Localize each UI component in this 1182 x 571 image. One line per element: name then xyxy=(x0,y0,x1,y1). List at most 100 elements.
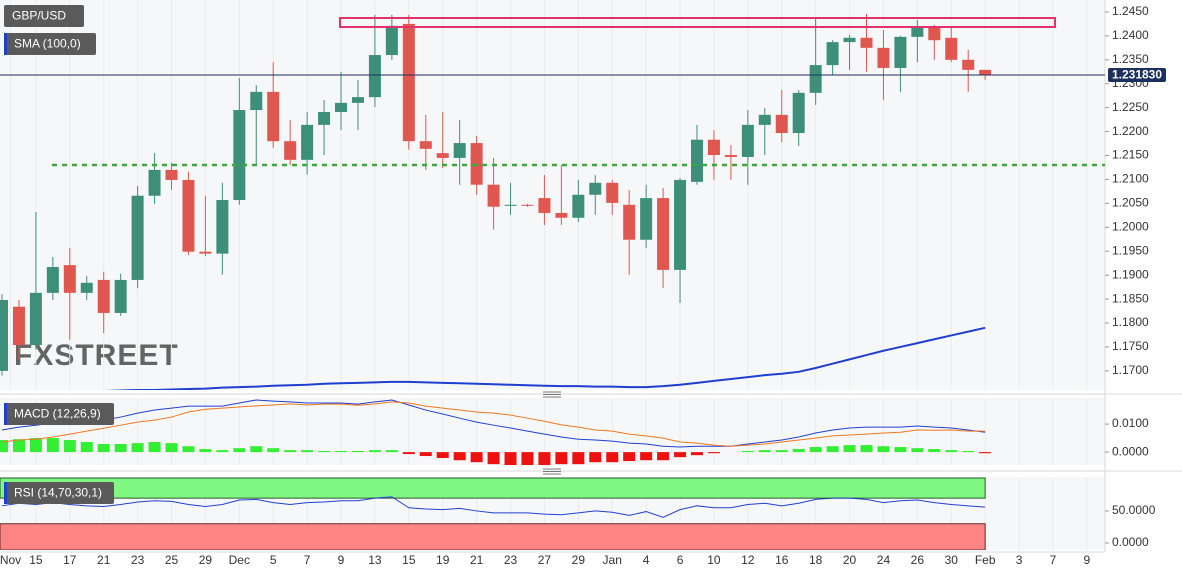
x-tick-label: 21 xyxy=(470,553,484,567)
histogram-bar xyxy=(216,450,229,453)
candle-body xyxy=(843,37,856,43)
line xyxy=(1,496,986,518)
x-tick-label: Nov xyxy=(0,553,21,567)
candle-body xyxy=(453,143,466,158)
candle-body xyxy=(775,114,788,134)
separator-grip[interactable] xyxy=(543,391,561,475)
candle-body xyxy=(606,182,619,203)
histogram-bar xyxy=(758,450,771,453)
x-tick-label: Dec xyxy=(229,553,250,567)
y-tick-label: 1.2450 xyxy=(1112,4,1149,18)
candle-body xyxy=(928,27,941,41)
candle-body xyxy=(538,198,551,213)
x-tick-label: 24 xyxy=(877,553,891,567)
current-price-tag xyxy=(1108,67,1166,82)
legend-box[interactable] xyxy=(4,403,114,425)
candle-body xyxy=(504,204,517,206)
x-tick-label: 9 xyxy=(338,553,345,567)
candle-body xyxy=(826,42,839,66)
candle-body xyxy=(216,200,229,254)
price-layer xyxy=(0,0,1088,390)
candle-body xyxy=(690,139,703,182)
legend-title[interactable]: GBP/USD xyxy=(12,9,66,23)
histogram-bar xyxy=(623,452,636,462)
histogram-bar xyxy=(572,452,585,465)
y-tick-label: 0.0000 xyxy=(1112,444,1149,458)
candle-body xyxy=(419,141,432,149)
histogram-bar xyxy=(470,452,483,463)
candle-body xyxy=(572,194,585,218)
histogram-bar xyxy=(775,450,788,453)
x-tick-label: 23 xyxy=(131,553,145,567)
x-tick-label: 27 xyxy=(538,553,552,567)
x-tick-label: 5 xyxy=(270,553,277,567)
legend-swatch xyxy=(4,482,7,504)
x-tick-label: 15 xyxy=(29,553,43,567)
candle-body xyxy=(724,155,737,157)
candle-body xyxy=(962,59,975,70)
candle-body xyxy=(741,124,754,157)
histogram-bar xyxy=(555,452,568,465)
candle-body xyxy=(351,97,364,103)
histogram-bar xyxy=(402,452,415,455)
legend-title[interactable]: MACD (12,26,9) xyxy=(14,407,101,421)
histogram-bar xyxy=(284,450,297,453)
histogram-bar xyxy=(911,448,924,453)
histogram-bar xyxy=(521,452,534,465)
candle-body xyxy=(233,110,246,201)
candle-body xyxy=(555,212,568,218)
histogram-bar xyxy=(131,443,144,453)
candle-body xyxy=(0,300,9,371)
histogram-bar xyxy=(674,452,687,458)
histogram-bar xyxy=(335,450,348,453)
macd-layer xyxy=(0,398,1088,465)
legend-box[interactable] xyxy=(4,33,96,55)
histogram-bar xyxy=(267,448,280,453)
candle-body xyxy=(29,292,42,346)
histogram-bar xyxy=(487,452,500,465)
candle-body xyxy=(335,102,348,112)
y-tick-label: 0.0000 xyxy=(1112,535,1149,549)
candle-body xyxy=(114,279,127,313)
histogram-bar xyxy=(114,443,127,453)
y-tick-label: 0.0100 xyxy=(1112,416,1149,430)
line xyxy=(1,401,986,447)
histogram-bar xyxy=(589,452,602,463)
candle-body xyxy=(809,65,822,93)
legend-box[interactable] xyxy=(4,5,84,27)
histogram-bar xyxy=(12,439,25,453)
histogram-bar xyxy=(97,443,110,453)
y-tick-label: 50.0000 xyxy=(1112,503,1156,517)
histogram-bar xyxy=(29,438,42,453)
y-tick-label: 1.1750 xyxy=(1112,339,1149,353)
histogram-bar xyxy=(199,449,212,453)
histogram-bar xyxy=(419,452,432,457)
legend-title[interactable]: RSI (14,70,30,1) xyxy=(14,486,102,500)
x-tick-label: 17 xyxy=(63,553,77,567)
candle-body xyxy=(385,25,398,56)
legend-box[interactable] xyxy=(4,482,114,504)
candle-body xyxy=(250,91,263,111)
histogram-bar xyxy=(0,440,9,453)
histogram-bar xyxy=(843,445,856,453)
x-tick-label: 9 xyxy=(1084,553,1091,567)
y-tick-label: 1.2200 xyxy=(1112,124,1149,138)
histogram-bar xyxy=(250,446,263,453)
histogram-bar xyxy=(741,450,754,453)
legend-entry[interactable]: SMA (100,0) xyxy=(14,37,81,51)
candle-body xyxy=(707,139,720,156)
candle-body xyxy=(80,282,93,293)
histogram-bar xyxy=(640,452,653,461)
histogram-bar xyxy=(182,446,195,453)
candle-body xyxy=(368,55,381,98)
histogram-bar xyxy=(165,443,178,453)
x-tick-label: 12 xyxy=(741,553,755,567)
x-tick-label: 18 xyxy=(809,553,823,567)
candle-body xyxy=(657,198,670,270)
histogram-bar xyxy=(453,452,466,461)
candle-body xyxy=(402,23,415,142)
candle-body xyxy=(199,251,212,254)
candle-body xyxy=(165,169,178,180)
x-tick-label: 21 xyxy=(97,553,111,567)
x-tick-label: 13 xyxy=(368,553,382,567)
